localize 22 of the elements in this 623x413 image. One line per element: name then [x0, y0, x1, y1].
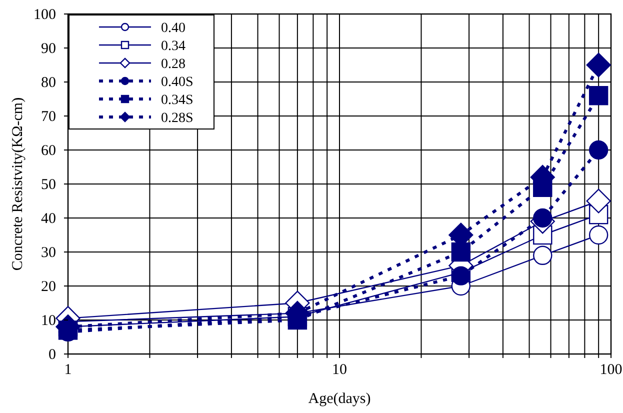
legend-label: 0.40S [161, 75, 194, 90]
y-tick-label: 0 [48, 347, 56, 363]
y-tick-label: 10 [41, 313, 56, 329]
legend-label: 0.28S [161, 111, 194, 126]
y-tick-label: 50 [41, 177, 56, 193]
y-tick-label: 90 [41, 41, 56, 57]
y-tick-label: 40 [41, 211, 56, 227]
y-tick-label: 70 [41, 109, 56, 125]
legend-label: 0.34S [161, 93, 194, 108]
x-axis-title: Age(days) [308, 391, 371, 407]
y-tick-label: 80 [41, 75, 56, 91]
y-tick-label: 30 [41, 245, 56, 261]
legend-label: 0.40 [161, 21, 186, 36]
x-tick-label: 1 [64, 362, 72, 378]
x-tick-label: 100 [600, 362, 622, 378]
x-tick-label: 10 [332, 362, 347, 378]
y-axis-title: Concrete Resistvity(KΩ-cm) [10, 97, 26, 271]
legend-label: 0.34 [161, 39, 186, 54]
y-tick-label: 20 [41, 279, 56, 295]
legend-label: 0.28 [161, 57, 186, 72]
y-tick-label: 60 [41, 143, 56, 159]
y-tick-label: 100 [34, 7, 56, 23]
